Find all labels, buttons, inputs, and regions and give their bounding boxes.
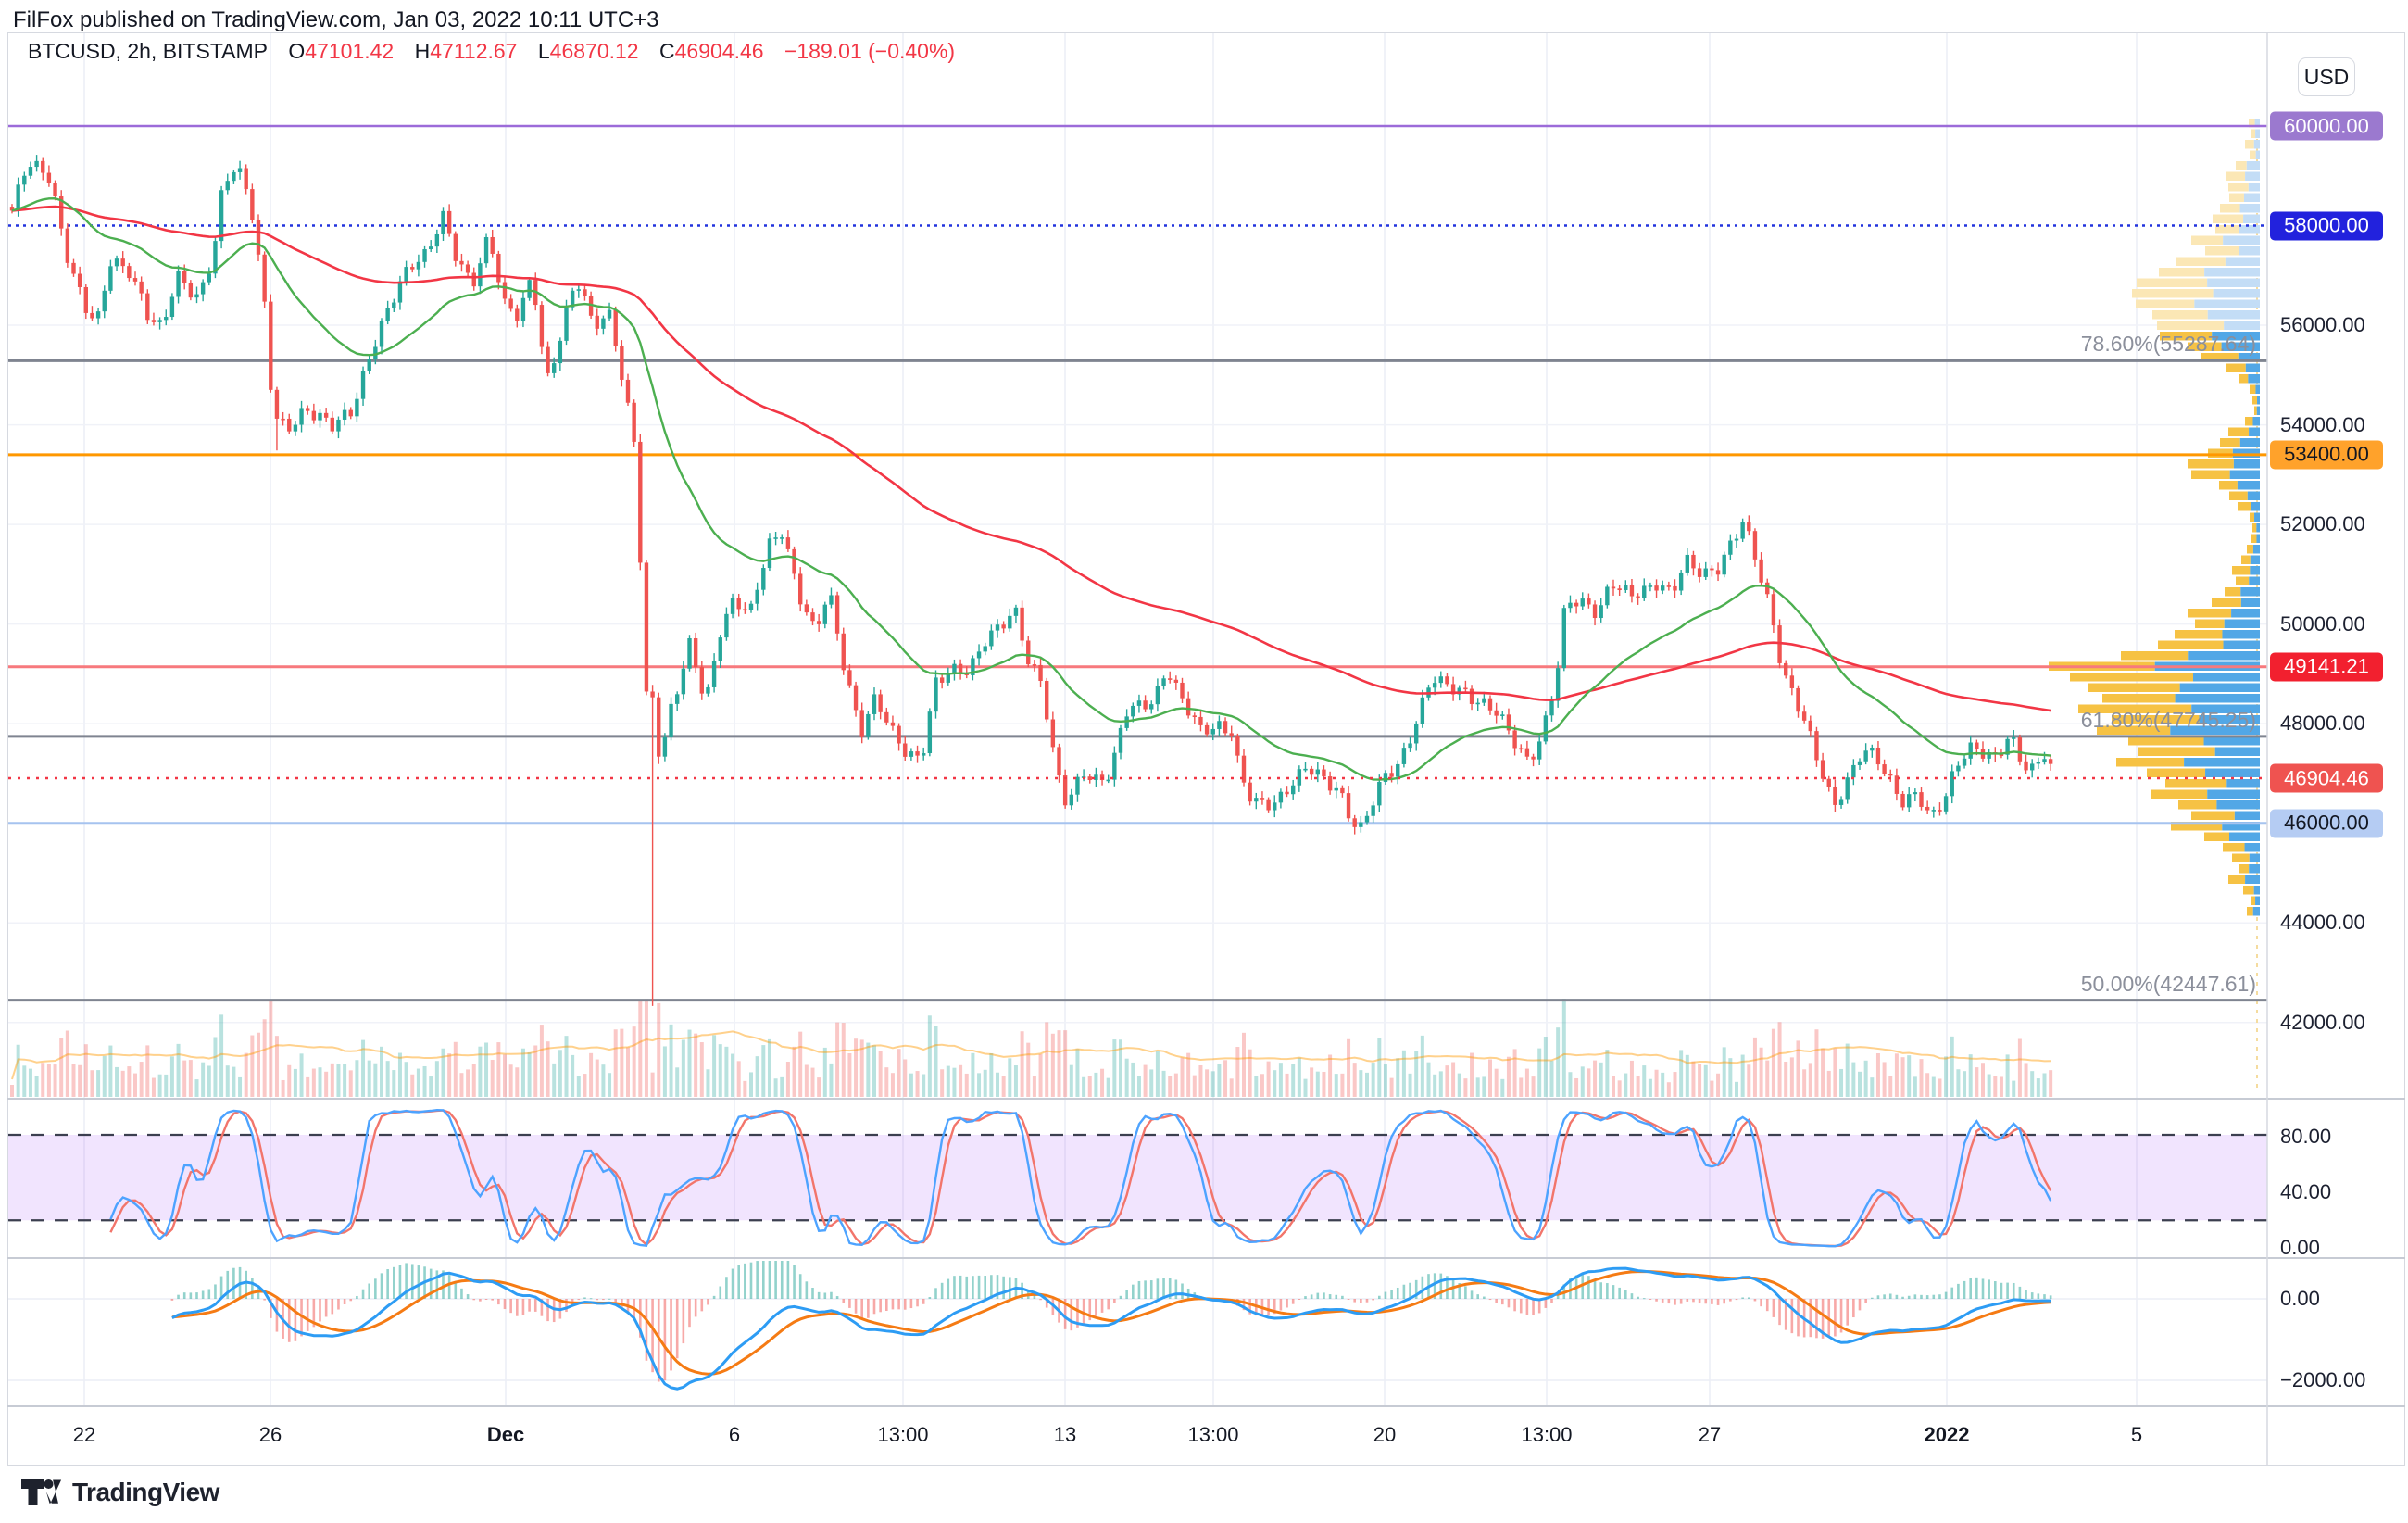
time-tick-label: 5 <box>2130 1423 2143 1446</box>
volume-overlay-layer <box>10 999 2053 1097</box>
indicator-tick-label: 0.00 <box>2280 1236 2320 1259</box>
indicator-tick-label: 40.00 <box>2280 1180 2332 1203</box>
chart-frame <box>7 32 2405 1466</box>
price-tick-label: 50000.00 <box>2280 611 2365 636</box>
time-tick-label: Dec <box>486 1423 525 1446</box>
price-tick-label: 56000.00 <box>2280 313 2365 337</box>
indicator-tick-label: −2000.00 <box>2280 1368 2366 1391</box>
time-tick-label: 26 <box>258 1423 282 1446</box>
price-level-badge: 60000.00 <box>2270 111 2383 141</box>
price-tick-label: 42000.00 <box>2280 1010 2365 1034</box>
published-attribution: FilFox published on TradingView.com, Jan… <box>13 7 659 32</box>
tradingview-logo-text: TradingView <box>72 1478 219 1506</box>
ohlc-low: L46870.12 <box>537 39 639 63</box>
volume-profile-layer <box>2049 119 2260 1093</box>
time-tick-label: 27 <box>1698 1423 1722 1446</box>
time-tick-label: 2022 <box>1924 1423 1970 1446</box>
fib-level-label: 78.60%(55287.64) <box>2080 332 2256 357</box>
price-level-badge: 46904.46 <box>2270 763 2383 793</box>
time-tick-label: 6 <box>728 1423 741 1446</box>
fib-level-label: 50.00%(42447.61) <box>2080 971 2256 996</box>
price-tick-label: 54000.00 <box>2280 412 2365 436</box>
price-level-badge: 58000.00 <box>2270 211 2383 241</box>
indicator-tick-label: 80.00 <box>2280 1125 2332 1148</box>
candles-layer <box>9 155 2053 1006</box>
ohlc-open: O47101.42 <box>288 39 395 63</box>
macd-layer <box>170 1261 2052 1391</box>
price-tick-label: 48000.00 <box>2280 711 2365 736</box>
time-tick-label: 20 <box>1373 1423 1397 1446</box>
time-tick-label: 13:00 <box>877 1423 929 1446</box>
price-tick-label: 44000.00 <box>2280 911 2365 935</box>
time-tick-label: 13 <box>1053 1423 1077 1446</box>
time-tick-label: 22 <box>72 1423 96 1446</box>
price-level-badge: 49141.21 <box>2270 652 2383 682</box>
horizontal-lines-layer <box>8 124 2267 825</box>
fibonacci-lines-layer <box>8 359 2267 1002</box>
time-tick-label: 13:00 <box>1521 1423 1573 1446</box>
price-tick-label: 52000.00 <box>2280 512 2365 536</box>
tradingview-logo[interactable]: TradingView <box>20 1476 219 1509</box>
time-tick-label: 13:00 <box>1187 1423 1239 1446</box>
price-level-badge: 46000.00 <box>2270 809 2383 838</box>
currency-toggle-button[interactable]: USD <box>2298 57 2355 96</box>
price-level-badge: 53400.00 <box>2270 440 2383 470</box>
change-readout: −189.01 (−0.40%) <box>784 39 956 63</box>
fib-level-label: 61.80%(47745.25) <box>2080 707 2256 732</box>
tradingview-logo-icon <box>21 1479 62 1505</box>
symbol-legend: BTCUSD, 2h, BITSTAMP O47101.42 H47112.67… <box>28 39 970 64</box>
indicator-tick-label: 0.00 <box>2280 1287 2320 1310</box>
pane-separators <box>7 32 2405 1466</box>
symbol-title: BTCUSD, 2h, BITSTAMP <box>28 39 269 63</box>
ohlc-close: C46904.46 <box>659 39 764 63</box>
ohlc-high: H47112.67 <box>414 39 518 63</box>
moving-averages-layer <box>11 196 2051 781</box>
stochastic-layer <box>109 1108 2052 1248</box>
